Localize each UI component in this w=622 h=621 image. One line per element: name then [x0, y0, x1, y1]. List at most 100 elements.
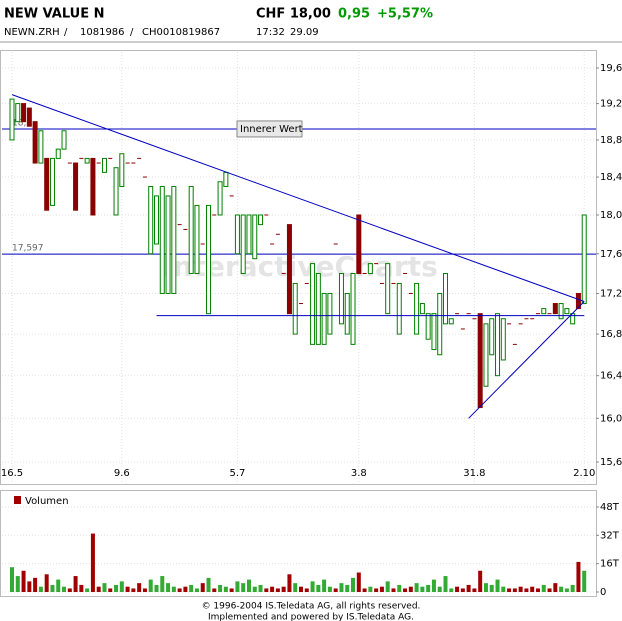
y-tick-label: 18,0 [600, 210, 622, 221]
y-tick-label: 16,8 [600, 329, 622, 340]
volume-bar [426, 584, 431, 592]
candle [159, 185, 165, 294]
volume-bar [67, 588, 72, 592]
volume-bar [535, 588, 540, 592]
volume-bar [507, 588, 512, 592]
volume-bar [258, 584, 263, 592]
volume-bar [339, 583, 344, 592]
candle [425, 313, 431, 340]
x-tick-label: 5.7 [229, 468, 245, 479]
candle [206, 204, 212, 315]
volume-bar [229, 588, 234, 592]
candle [419, 303, 425, 315]
note: Innerer Wert [240, 124, 303, 135]
volume-bar [570, 584, 575, 592]
volume-bar [246, 579, 251, 592]
candle [101, 157, 107, 173]
legend-swatch [14, 496, 21, 504]
candle [541, 308, 547, 315]
volume-bar [460, 588, 465, 592]
candle [15, 103, 21, 123]
volume-bar [449, 588, 454, 592]
volume-bar [90, 533, 95, 592]
y-tick-label: 15,6 [600, 457, 622, 468]
volume-bar [489, 584, 494, 592]
volume-bar [524, 588, 529, 592]
y-tick-label: 16,0 [600, 413, 622, 424]
candle [194, 204, 200, 275]
volume-bar [10, 567, 14, 592]
volume-bar [137, 583, 142, 592]
volume-bar [379, 586, 384, 592]
volume-bar [218, 584, 223, 592]
volume-bar [518, 586, 523, 592]
candle [483, 323, 489, 387]
volume-bar [235, 581, 240, 592]
volume-bar [368, 586, 373, 592]
candle [315, 273, 321, 345]
candle [258, 214, 264, 226]
candle [310, 263, 316, 345]
candle [90, 157, 96, 216]
candle [477, 313, 483, 409]
legend-label: Volumen [25, 496, 69, 507]
volume-bar [293, 583, 298, 592]
volume-bar [194, 588, 199, 592]
volume-bar [408, 586, 413, 592]
volume-bar [79, 584, 84, 592]
x-tick-label: 31.8 [463, 468, 485, 479]
candle [581, 214, 587, 305]
candle [188, 185, 194, 275]
volume-bar [582, 570, 587, 592]
volume-bar [495, 579, 500, 592]
volume-bar [62, 586, 67, 592]
volume-bar [96, 586, 101, 592]
candle [292, 282, 298, 335]
volume-bar [85, 588, 90, 592]
volume-bar [125, 586, 130, 592]
volume-bar [223, 586, 228, 592]
candle [344, 292, 350, 335]
volume-bar [119, 581, 124, 592]
candle [443, 273, 448, 325]
volume-bar [166, 583, 171, 592]
candle [321, 292, 327, 345]
volume-bar [299, 586, 303, 592]
volume-bar [270, 586, 275, 592]
volume-bar [252, 586, 257, 592]
candle [148, 185, 154, 255]
separator: / [64, 27, 68, 38]
volume-bar [275, 588, 280, 592]
volume-bar [501, 586, 506, 592]
volume-bar [154, 584, 159, 592]
volume-bar [374, 588, 379, 592]
volume-bar [21, 570, 26, 592]
change-pct: +5,57% [377, 7, 433, 22]
candle [73, 162, 79, 211]
candle [55, 148, 61, 159]
candle [246, 214, 252, 255]
trend-line [468, 301, 585, 419]
volume-bar [44, 574, 49, 592]
candle [113, 167, 119, 216]
volume-bar [512, 588, 517, 592]
note-box [236, 120, 303, 138]
date: 29.09 [290, 27, 319, 38]
volume-bar [142, 588, 147, 592]
volume-bar [212, 588, 217, 592]
volume-bar [443, 576, 448, 592]
candle [338, 273, 344, 325]
volume-bar [322, 579, 327, 592]
candle [564, 308, 570, 315]
candle [367, 263, 373, 275]
volume-bar [437, 586, 442, 592]
candle [552, 303, 558, 315]
candle [500, 318, 506, 361]
volume-bar [50, 584, 55, 592]
y-tick-label: 32T [600, 530, 620, 541]
volume-bar [102, 583, 107, 592]
candle [489, 318, 495, 356]
volume-bar [177, 588, 182, 592]
volume-bar [264, 588, 269, 592]
